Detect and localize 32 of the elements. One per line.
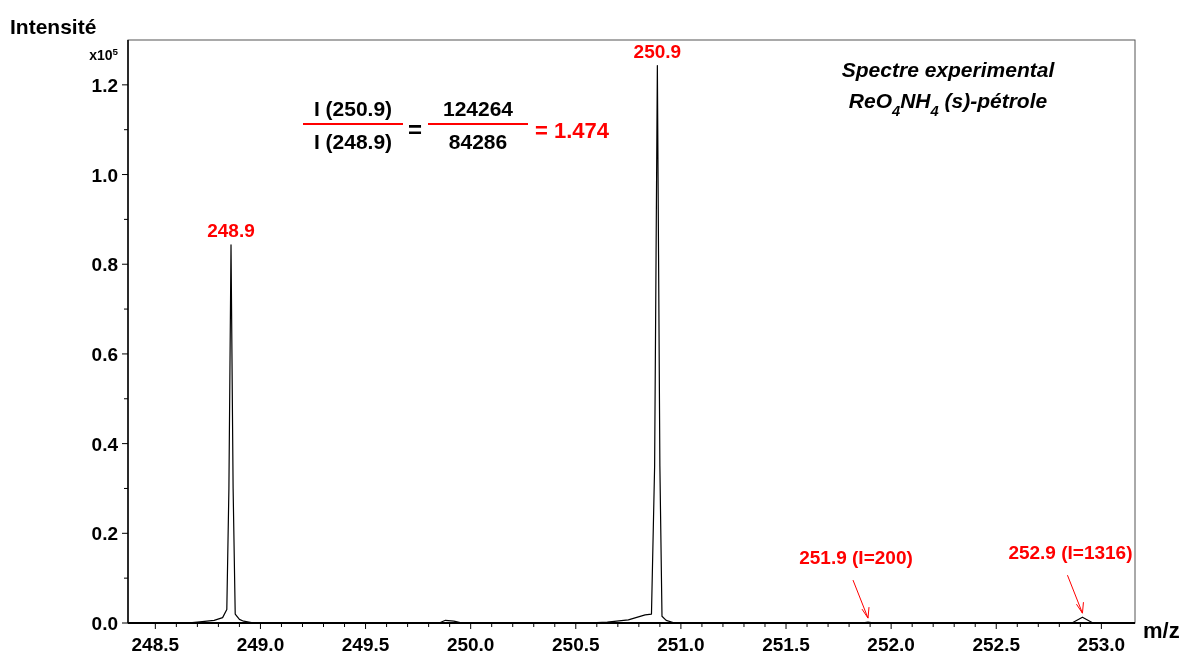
annotation: 84286	[448, 130, 508, 153]
annotation: I (248.9)	[313, 130, 393, 153]
annotation: I (250.9)	[313, 97, 393, 120]
y-tick-label: 0.4	[91, 433, 119, 455]
y-tick-label: 1.2	[91, 74, 118, 96]
x-tick-label: 248.5	[131, 634, 180, 655]
x-tick-label: 251.0	[657, 634, 705, 655]
text: Spectre experimental	[841, 58, 1056, 81]
y-axis-title: Intensité	[10, 15, 97, 38]
x-tick-label: 250.5	[552, 634, 600, 655]
y-tick-label: 0.0	[91, 613, 118, 634]
x-tick-label: 252.5	[972, 634, 1021, 655]
annotation: 251.9 (I=200)	[799, 547, 913, 569]
x-tick-label: 253.0	[1077, 634, 1126, 655]
y-tick-label: 1.0	[91, 164, 118, 186]
x-tick-label: 250.0	[446, 634, 495, 655]
y-tick-label: 0.2	[91, 523, 118, 545]
text: ReO$_{4}$NH$_{4}$ (s)-pétrole	[848, 89, 1048, 119]
x-axis-title: m/z	[1143, 618, 1180, 643]
annotation: 248.9	[207, 219, 255, 241]
annotation: 250.9	[633, 40, 682, 62]
x-tick-label: 251.5	[762, 634, 811, 655]
annotation: 124264	[442, 97, 514, 120]
annotation: = 1.474	[535, 118, 610, 143]
y-tick-label: 0.6	[91, 343, 118, 365]
x-tick-label: 249.0	[236, 634, 285, 655]
y-tick-label: 0.8	[91, 254, 118, 276]
annotation: 252.9 (I=1316)	[1008, 542, 1133, 564]
text: x10$^{5}$	[89, 45, 119, 63]
annotation: =	[407, 116, 423, 143]
x-tick-label: 249.5	[341, 634, 390, 655]
x-tick-label: 252.0	[867, 634, 915, 655]
